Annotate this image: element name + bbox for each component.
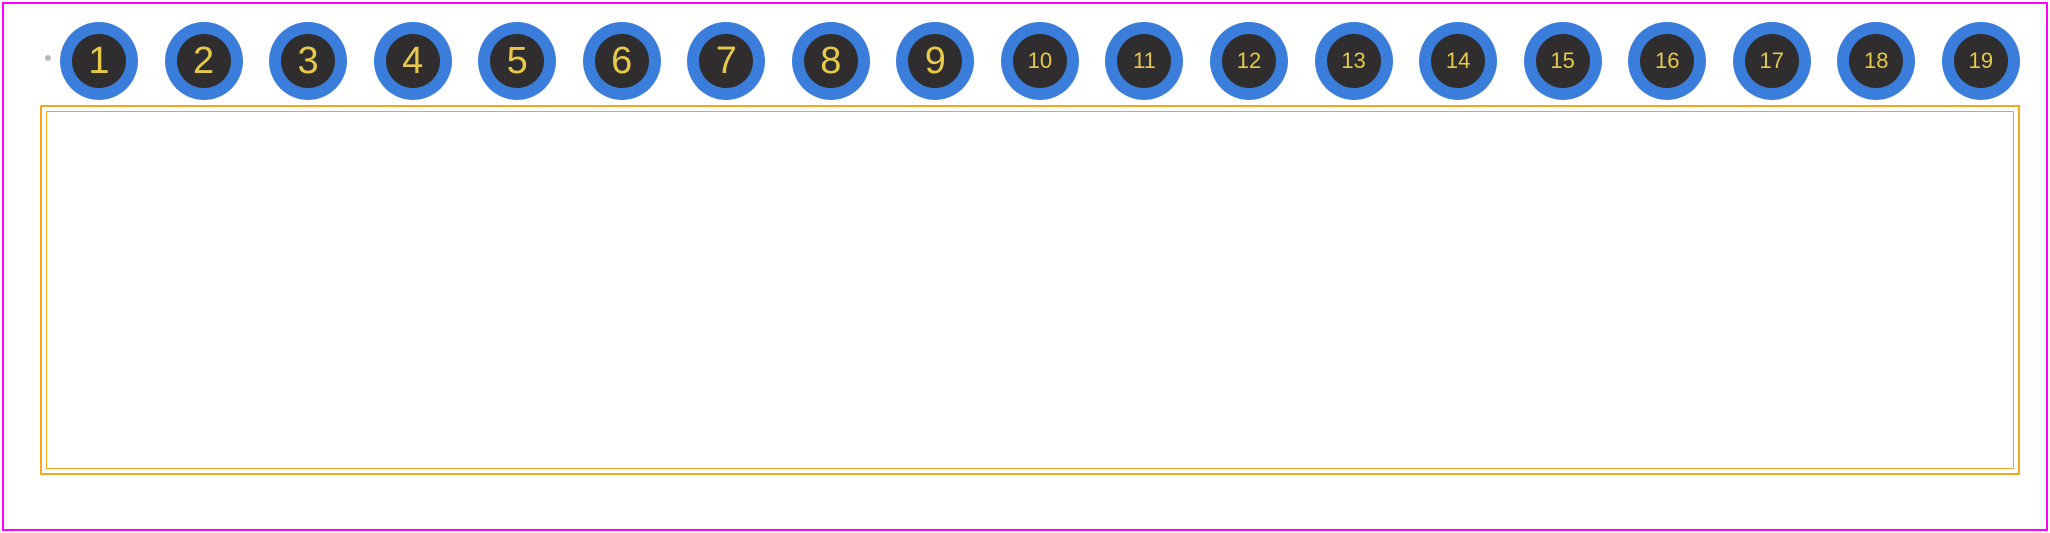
pin-label: 8 <box>820 40 841 83</box>
pin-hole-17: 17 <box>1745 34 1799 88</box>
pin-hole-7: 7 <box>699 34 753 88</box>
pin-hole-16: 16 <box>1640 34 1694 88</box>
pin-9: 9 <box>896 22 974 100</box>
pin-hole-11: 11 <box>1117 34 1171 88</box>
pin-1: 1 <box>60 22 138 100</box>
pin-hole-19: 19 <box>1954 34 2008 88</box>
pin-label: 13 <box>1341 48 1365 74</box>
pin-hole-14: 14 <box>1431 34 1485 88</box>
pin-label: 1 <box>88 40 109 83</box>
pin-label: 11 <box>1133 48 1156 74</box>
pin-4: 4 <box>374 22 452 100</box>
pin-label: 12 <box>1237 48 1261 74</box>
footprint-body-inner <box>46 111 2014 469</box>
pin-hole-8: 8 <box>804 34 858 88</box>
pin-label: 3 <box>298 40 319 83</box>
pin-hole-15: 15 <box>1536 34 1590 88</box>
pin-hole-1: 1 <box>72 34 126 88</box>
pin-label: 18 <box>1864 48 1888 74</box>
pin-label: 19 <box>1969 48 1993 74</box>
pin-2: 2 <box>165 22 243 100</box>
pin-label: 16 <box>1655 48 1679 74</box>
pin-row: 12345678910111213141516171819 <box>60 22 2020 100</box>
pin-hole-3: 3 <box>281 34 335 88</box>
pin-hole-6: 6 <box>595 34 649 88</box>
pin-19: 19 <box>1942 22 2020 100</box>
pin-15: 15 <box>1524 22 1602 100</box>
pin-16: 16 <box>1628 22 1706 100</box>
pin-5: 5 <box>478 22 556 100</box>
pin-13: 13 <box>1315 22 1393 100</box>
pin-label: 9 <box>925 40 946 83</box>
pin-hole-12: 12 <box>1222 34 1276 88</box>
pin-label: 15 <box>1550 48 1574 74</box>
pin-3: 3 <box>269 22 347 100</box>
pin-label: 17 <box>1760 48 1784 74</box>
pin-label: 7 <box>716 40 737 83</box>
pin-17: 17 <box>1733 22 1811 100</box>
pin-10: 10 <box>1001 22 1079 100</box>
pin-11: 11 <box>1105 22 1183 100</box>
pin-hole-5: 5 <box>490 34 544 88</box>
pin-label: 14 <box>1446 48 1470 74</box>
pin-label: 10 <box>1028 48 1052 74</box>
pin-label: 4 <box>402 40 423 83</box>
pin-6: 6 <box>583 22 661 100</box>
pin-hole-4: 4 <box>386 34 440 88</box>
pin-hole-9: 9 <box>908 34 962 88</box>
pin-12: 12 <box>1210 22 1288 100</box>
pin-hole-10: 10 <box>1013 34 1067 88</box>
pin-label: 2 <box>193 40 214 83</box>
pin-hole-2: 2 <box>177 34 231 88</box>
pin-label: 6 <box>611 40 632 83</box>
pin1-reference-dot <box>45 55 51 61</box>
pin-hole-13: 13 <box>1327 34 1381 88</box>
pin-18: 18 <box>1837 22 1915 100</box>
pin-14: 14 <box>1419 22 1497 100</box>
pin-hole-18: 18 <box>1849 34 1903 88</box>
pin-label: 5 <box>507 40 528 83</box>
pin-8: 8 <box>792 22 870 100</box>
pin-7: 7 <box>687 22 765 100</box>
